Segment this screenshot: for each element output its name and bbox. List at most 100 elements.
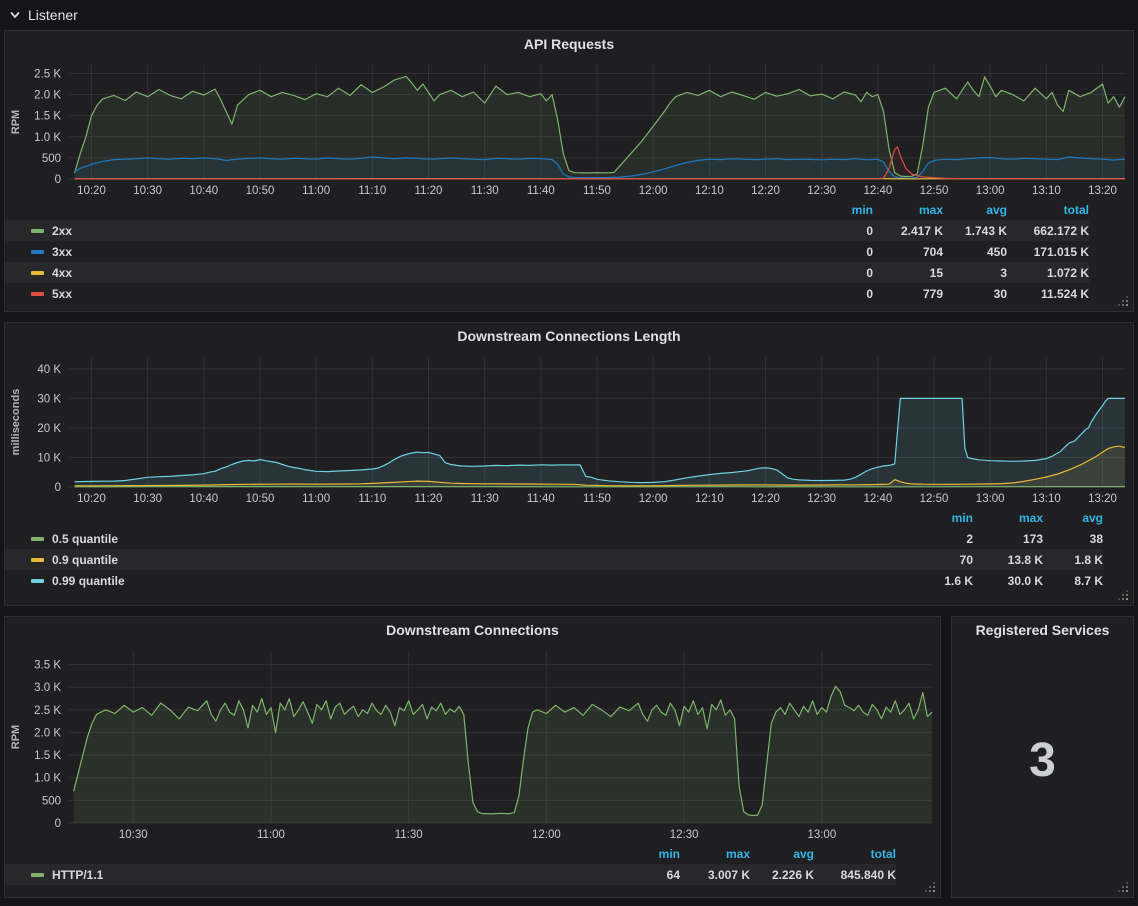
legend-value-avg: 450 (986, 244, 1007, 259)
legend-value-avg: 3 (1000, 265, 1007, 280)
svg-text:12:00: 12:00 (639, 493, 668, 505)
legend-series-toggle[interactable]: 3xx (5, 245, 809, 259)
legend-header-row: min max avg total (5, 199, 1089, 220)
svg-text:13:00: 13:00 (807, 829, 836, 841)
svg-text:10:50: 10:50 (246, 493, 275, 505)
legend-value-min: 1.6 K (944, 573, 973, 588)
legend-header-max[interactable]: max (918, 202, 943, 217)
svg-text:RPM: RPM (10, 110, 22, 134)
legend-value-total: 1.072 K (1046, 265, 1089, 280)
legend-color-swatch[interactable] (31, 578, 44, 583)
panel-title-downstream-connections[interactable]: Downstream Connections (386, 622, 559, 638)
row-title: Listener (28, 7, 78, 23)
legend-series-label: 4xx (52, 265, 73, 280)
api-requests-chart[interactable]: 0 500 1.0 K 1.5 K 2.0 K 2.5 K 10:20 10:30 10:40 1… (5, 57, 1133, 199)
row-header-listener[interactable]: Listener (0, 0, 1138, 30)
svg-text:12:20: 12:20 (751, 185, 780, 197)
legend-value-max: 2.417 K (900, 223, 943, 238)
legend-color-swatch[interactable] (31, 872, 44, 877)
svg-text:11:30: 11:30 (471, 493, 499, 505)
legend-header-avg[interactable]: avg (1082, 510, 1103, 525)
legend-header-avg[interactable]: avg (793, 846, 814, 861)
legend-value-max: 3.007 K (707, 867, 750, 882)
svg-text:12:10: 12:10 (695, 493, 724, 505)
panel-title-api-requests[interactable]: API Requests (523, 36, 615, 52)
legend-color-swatch[interactable] (31, 557, 44, 562)
legend-header-max[interactable]: max (1018, 510, 1043, 525)
legend-value-min: 2 (966, 531, 973, 546)
panel-title-registered-services[interactable]: Registered Services (975, 622, 1110, 638)
svg-text:12:40: 12:40 (863, 185, 892, 197)
legend-header-avg[interactable]: avg (986, 202, 1007, 217)
svg-text:30 K: 30 K (37, 393, 61, 405)
svg-text:12:10: 12:10 (695, 185, 724, 197)
legend-row-0-99-quantile: 0.99 quantile 1.6 K 30.0 K 8.7 K (5, 570, 1103, 591)
svg-text:11:00: 11:00 (302, 493, 330, 505)
svg-text:3.0 K: 3.0 K (34, 682, 61, 694)
legend-series-label: 5xx (52, 286, 73, 301)
legend-value-min: 64 (666, 867, 680, 882)
svg-text:12:30: 12:30 (670, 829, 699, 841)
legend-row-http-1-1: HTTP/1.1 64 3.007 K 2.226 K 845.840 K (5, 864, 896, 885)
resize-handle-icon[interactable] (925, 882, 935, 892)
panel-title-downstream-length[interactable]: Downstream Connections Length (457, 328, 681, 344)
legend-series-toggle[interactable]: 0.99 quantile (5, 574, 903, 588)
panel-api-requests: API Requests 0 500 1.0 K 1.5 K 2.0 K 2.5 K 10:… (4, 30, 1134, 312)
svg-text:1.5 K: 1.5 K (34, 750, 61, 762)
legend-color-swatch[interactable] (31, 228, 44, 233)
legend-header-total[interactable]: total (1063, 202, 1089, 217)
chevron-down-icon (9, 9, 21, 21)
legend-series-toggle[interactable]: HTTP/1.1 (5, 868, 616, 882)
legend-series-toggle[interactable]: 0.9 quantile (5, 553, 903, 567)
legend-row-3xx: 3xx 0 704 450 171.015 K (5, 241, 1089, 262)
legend-value-avg: 1.743 K (964, 223, 1007, 238)
legend-value-max: 30.0 K (1007, 573, 1043, 588)
legend-value-total: 11.524 K (1040, 286, 1089, 301)
legend-color-swatch[interactable] (31, 270, 44, 275)
panel-downstream-connections-length: Downstream Connections Length 0 10 K 20 K 3… (4, 322, 1134, 606)
downstream-length-chart[interactable]: 0 10 K 20 K 30 K 40 K 10:20 10:30 10:40 10:50 11:… (5, 349, 1133, 507)
legend-header-total[interactable]: total (870, 846, 896, 861)
resize-handle-icon[interactable] (1118, 882, 1128, 892)
legend-row-5xx: 5xx 0 779 30 11.524 K (5, 283, 1089, 304)
legend-value-avg: 38 (1089, 531, 1103, 546)
svg-text:11:00: 11:00 (257, 829, 285, 841)
legend-color-swatch[interactable] (31, 249, 44, 254)
legend-row-4xx: 4xx 0 15 3 1.072 K (5, 262, 1089, 283)
resize-handle-icon[interactable] (1118, 296, 1128, 306)
legend-value-avg: 30 (993, 286, 1007, 301)
legend-series-label: 2xx (52, 223, 73, 238)
legend-header-max[interactable]: max (725, 846, 750, 861)
registered-services-value: 3 (1029, 733, 1056, 787)
svg-text:13:10: 13:10 (1032, 493, 1061, 505)
downstream-connections-graph[interactable]: 0 500 1.0 K 1.5 K 2.0 K 2.5 K 3.0 K 3.5 K 10:30 1… (5, 643, 940, 843)
svg-text:2.0 K: 2.0 K (34, 727, 61, 739)
legend-series-label: 3xx (52, 244, 73, 259)
legend-header-min[interactable]: min (658, 846, 680, 861)
legend-series-toggle[interactable]: 2xx (5, 224, 809, 238)
svg-text:12:00: 12:00 (532, 829, 561, 841)
svg-text:10:30: 10:30 (133, 185, 162, 197)
svg-text:12:50: 12:50 (920, 493, 949, 505)
svg-text:11:20: 11:20 (415, 493, 443, 505)
legend-color-swatch[interactable] (31, 536, 44, 541)
downstream-length-graph[interactable]: 0 10 K 20 K 30 K 40 K 10:20 10:30 10:40 10:50 11:… (5, 349, 1133, 507)
svg-text:11:50: 11:50 (583, 185, 611, 197)
legend-header-min[interactable]: min (851, 202, 873, 217)
resize-handle-icon[interactable] (1118, 590, 1128, 600)
legend-color-swatch[interactable] (31, 291, 44, 296)
svg-text:11:30: 11:30 (395, 829, 423, 841)
legend-series-toggle[interactable]: 0.5 quantile (5, 532, 903, 546)
svg-text:1.0 K: 1.0 K (34, 132, 61, 144)
svg-text:2.5 K: 2.5 K (34, 68, 61, 80)
panel-downstream-connections: Downstream Connections 0 500 1.0 K 1.5 K 2.0… (4, 616, 941, 898)
downstream-connections-chart[interactable]: 0 500 1.0 K 1.5 K 2.0 K 2.5 K 3.0 K 3.5 K 10:30 1… (5, 643, 940, 843)
api-requests-graph[interactable]: 0 500 1.0 K 1.5 K 2.0 K 2.5 K 10:20 10:30 10:40 1… (5, 57, 1133, 199)
legend-series-toggle[interactable]: 4xx (5, 266, 809, 280)
svg-text:10 K: 10 K (37, 452, 61, 464)
legend-series-toggle[interactable]: 5xx (5, 287, 809, 301)
legend-header-min[interactable]: min (951, 510, 973, 525)
svg-text:2.5 K: 2.5 K (34, 705, 61, 717)
downstream-length-legend: min max avg 0.5 quantile 2 173 38 0.9 quantile 7… (5, 507, 1133, 591)
legend-series-label: 0.99 quantile (52, 573, 125, 588)
